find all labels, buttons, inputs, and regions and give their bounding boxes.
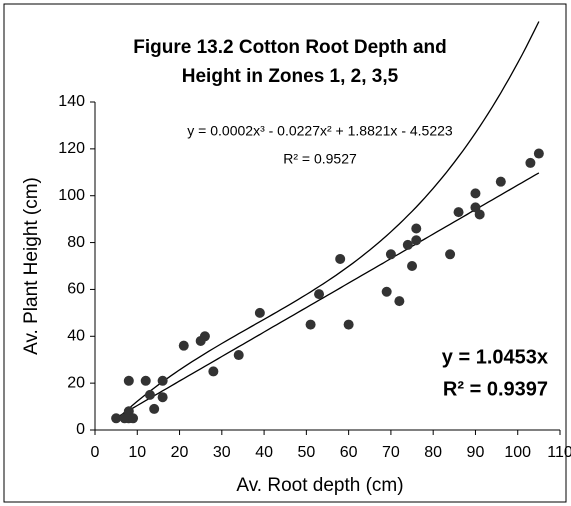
data-point [305,319,316,330]
y-tick-label: 0 [76,421,85,438]
data-point [385,249,396,260]
x-tick-label: 10 [128,444,146,461]
trendline-r2: R² = 0.9527 [283,151,357,167]
chart-title: Figure 13.2 Cotton Root Depth and [133,37,447,58]
x-tick-label: 90 [467,444,485,461]
y-tick-label: 40 [67,328,85,345]
data-point [157,375,168,386]
data-point [149,403,160,414]
x-tick-label: 40 [255,444,273,461]
x-tick-label: 100 [504,444,531,461]
trendline [115,172,540,419]
data-point [199,331,210,342]
data-point [407,261,418,271]
data-point [525,157,536,168]
y-tick-label: 80 [67,234,85,251]
data-point [208,366,219,377]
y-axis-label: Av. Plant Height (cm) [21,177,42,355]
data-point [453,207,464,218]
x-tick-label: 80 [424,444,442,461]
data-point [394,296,405,307]
data-point [123,375,134,386]
trendline-r2: R² = 0.9397 [443,378,548,400]
data-point [128,413,139,424]
trendline-equation: y = 0.0002x³ - 0.0227x² + 1.8821x - 4.52… [187,123,453,139]
x-axis-label: Av. Root depth (cm) [236,475,403,496]
x-tick-label: 0 [91,444,100,461]
y-tick-label: 20 [67,374,85,391]
data-point [533,148,544,159]
x-tick-label: 70 [382,444,400,461]
x-tick-label: 30 [213,444,231,461]
y-tick-label: 140 [58,93,85,110]
data-point [495,176,506,187]
data-point [157,392,168,403]
data-point [402,239,413,250]
trendline-equation: y = 1.0453x [442,346,548,368]
trendline [115,21,540,421]
data-point [445,249,456,260]
data-point [411,235,422,246]
data-point [335,253,346,264]
y-tick-label: 100 [58,187,85,204]
x-tick-label: 110 [547,444,571,461]
y-tick-label: 60 [67,281,85,298]
x-tick-label: 20 [171,444,189,461]
x-tick-label: 50 [297,444,315,461]
data-point [111,413,122,424]
data-point [411,223,422,234]
data-point [470,188,481,199]
chart-title: Height in Zones 1, 2, 3,5 [182,66,399,87]
data-point [144,389,155,400]
data-point [178,340,189,351]
data-point [254,307,265,318]
data-point [314,289,325,300]
data-point [233,350,244,361]
chart-frame [3,3,567,503]
x-tick-label: 60 [340,444,358,461]
data-point [343,319,354,330]
y-tick-label: 120 [58,140,85,157]
data-point [140,375,151,386]
data-point [474,209,485,220]
data-point [381,286,392,297]
